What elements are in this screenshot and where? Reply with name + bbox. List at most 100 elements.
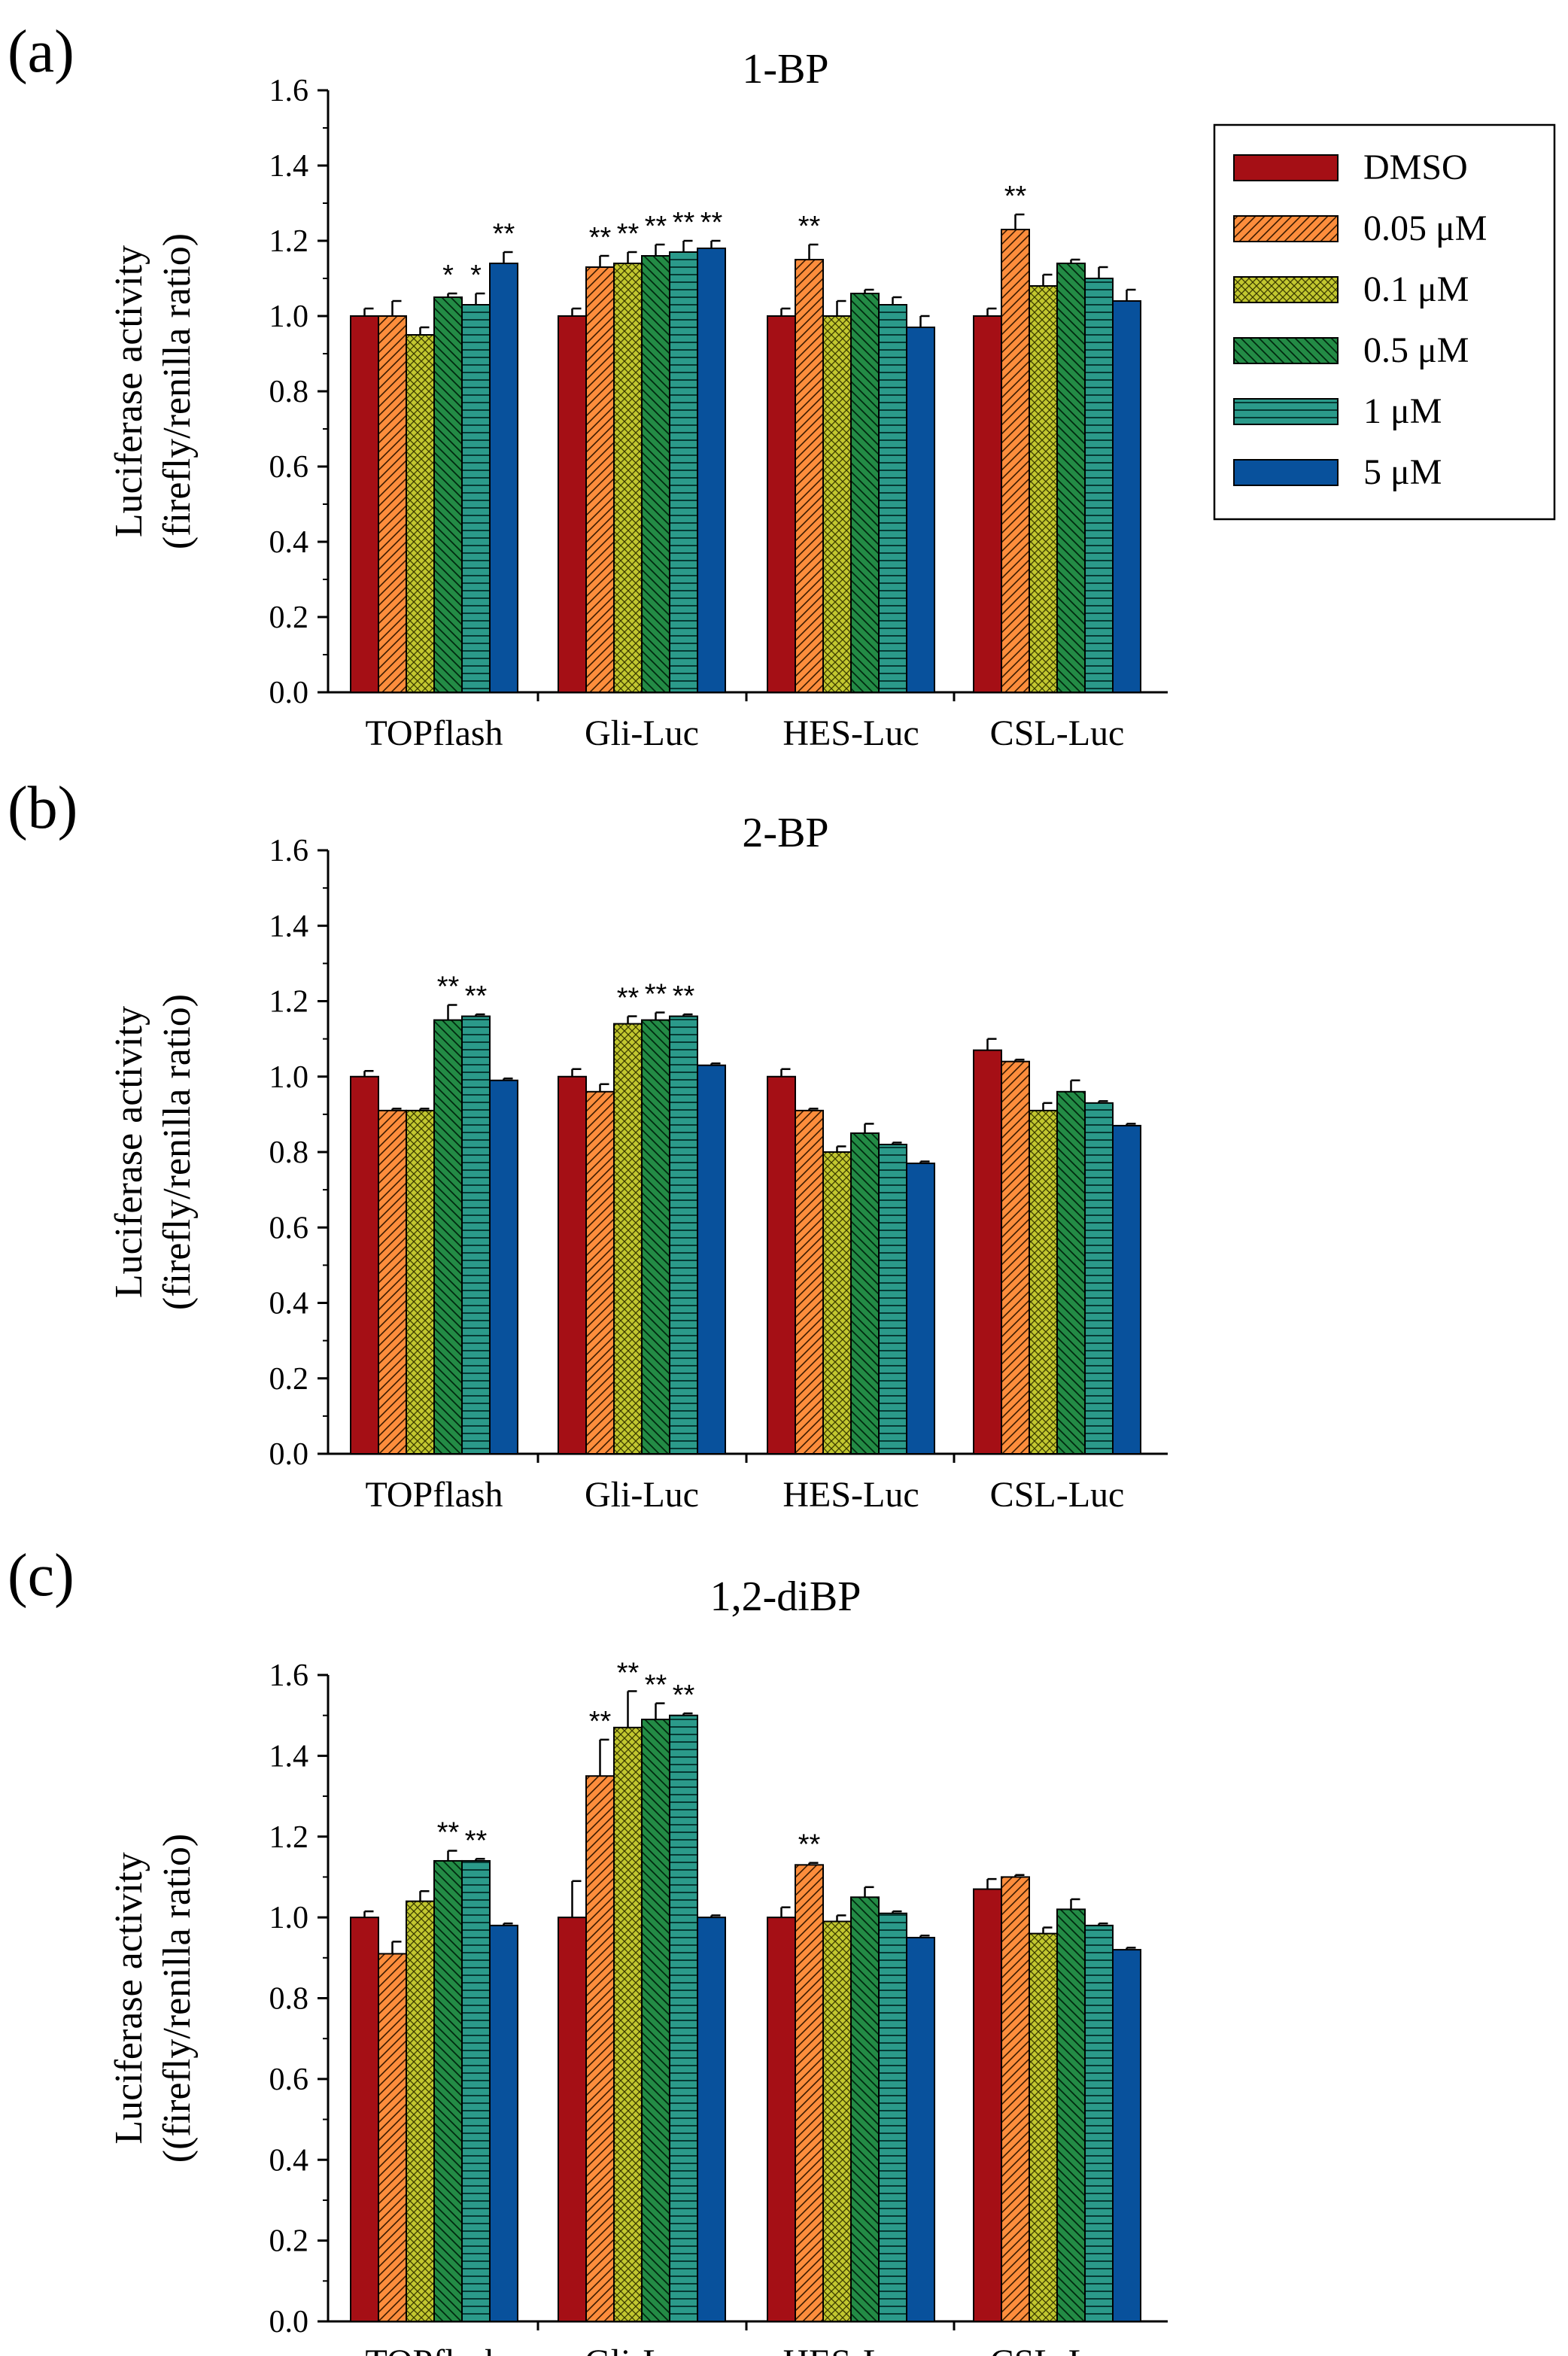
bar: [973, 1049, 1002, 1455]
bar: [1056, 1090, 1086, 1455]
bar: [795, 1109, 824, 1455]
bar: [973, 1888, 1002, 2322]
bar: [613, 1023, 643, 1455]
bar: [906, 1163, 935, 1455]
bar: [1029, 1932, 1058, 2323]
significance-label: **: [465, 1825, 488, 1856]
bar: [558, 315, 587, 693]
bar: [433, 296, 463, 693]
y-axis-label: Luciferase activity: [108, 1006, 150, 1298]
bar: [822, 315, 852, 693]
chart-title: 1-BP: [742, 46, 828, 93]
significance-label: *: [442, 260, 454, 291]
significance-label: **: [673, 980, 695, 1012]
y-tick-label: 1.2: [269, 1820, 309, 1855]
bar: [489, 1079, 518, 1455]
bar: [406, 334, 435, 693]
legend-swatch: [1233, 215, 1339, 242]
x-tick-label: HES-Luc: [782, 1475, 919, 1515]
bar: [613, 263, 643, 693]
bar: [1056, 1908, 1086, 2322]
legend-swatch: [1233, 337, 1339, 364]
y-tick-label: 0.2: [269, 1362, 309, 1397]
bar: [1056, 263, 1086, 693]
y-tick-label: 0.4: [269, 525, 309, 560]
bar: [697, 1917, 726, 2322]
legend-entry: 0.5 μM: [1363, 330, 1469, 370]
y-tick-label: 0.2: [269, 2224, 309, 2259]
x-tick-label: CSL-Luc: [990, 1475, 1125, 1515]
bar: [850, 293, 880, 693]
y-tick-label: 0.0: [269, 2305, 309, 2339]
y-tick-label: 0.0: [269, 1437, 309, 1472]
panel-label: (b): [8, 775, 77, 841]
significance-label: **: [437, 971, 460, 1003]
significance-label: **: [700, 207, 723, 239]
legend-entry: 1 μM: [1363, 391, 1442, 431]
y-tick-label: 0.8: [269, 375, 309, 409]
x-tick-label: Gli-Luc: [585, 2342, 699, 2356]
chart-title: 2-BP: [742, 810, 828, 856]
y-tick-label: 1.2: [269, 224, 309, 259]
significance-label: **: [645, 1670, 667, 1701]
x-tick-label: Gli-Luc: [585, 1475, 699, 1515]
significance-label: **: [465, 980, 488, 1012]
x-tick-label: CSL-Luc: [990, 713, 1125, 753]
significance-label: **: [589, 1706, 612, 1737]
significance-label: **: [798, 211, 821, 242]
legend-swatch: [1233, 154, 1339, 181]
y-axis-label: (firefly/renilla ratio): [156, 233, 199, 549]
significance-label: **: [493, 218, 515, 250]
y-tick-label: 0.6: [269, 450, 309, 485]
bar: [973, 315, 1002, 693]
bar: [558, 1917, 587, 2322]
bar: [433, 1019, 463, 1455]
y-tick-label: 1.4: [269, 149, 309, 184]
y-tick-label: 0.8: [269, 1135, 309, 1170]
bar: [1029, 1109, 1058, 1455]
legend-entry: 0.1 μM: [1363, 269, 1469, 309]
bar: [767, 1917, 796, 2322]
y-axis-label: Luciferase activity: [108, 1852, 150, 2144]
bar: [878, 1912, 907, 2323]
bar: [822, 1151, 852, 1455]
significance-label: **: [645, 211, 667, 242]
bar: [906, 327, 935, 693]
bar: [1001, 1060, 1030, 1455]
x-tick-label: HES-Luc: [782, 2342, 919, 2356]
y-tick-label: 0.2: [269, 600, 309, 635]
bar: [378, 1109, 407, 1455]
panel-label: (c): [8, 1543, 74, 1609]
bar: [878, 304, 907, 693]
bar: [878, 1143, 907, 1455]
legend-swatch: [1233, 276, 1339, 303]
bar: [850, 1896, 880, 2322]
legend-entry: 0.05 μM: [1363, 208, 1487, 248]
y-tick-label: 0.6: [269, 1211, 309, 1245]
bar: [1112, 300, 1141, 693]
y-axis-label: (firefly/renilla ratio): [156, 994, 199, 1310]
y-tick-label: 1.6: [269, 834, 309, 868]
y-tick-label: 0.4: [269, 1287, 309, 1321]
bar: [641, 1719, 670, 2322]
legend-entry: DMSO: [1363, 147, 1468, 187]
significance-label: **: [673, 207, 695, 239]
bar: [1084, 1102, 1114, 1455]
bar: [613, 1726, 643, 2322]
bar: [350, 1917, 379, 2322]
bar: [461, 1859, 491, 2322]
x-tick-label: CSL-Luc: [990, 2342, 1125, 2356]
panels: (a) 1-BP 0.0 0.2 0.4 0.6 0.8 1.0 1.2 1.4 1.6 Lucife…: [8, 19, 1168, 2356]
y-tick-label: 0.6: [269, 2063, 309, 2097]
bar: [1112, 1949, 1141, 2322]
legend-swatch: [1233, 459, 1339, 486]
y-tick-label: 1.0: [269, 1060, 309, 1095]
panel-b: (b) 2-BP 0.0 0.2 0.4 0.6 0.8 1.0 1.2 1.4 1.6 Lucife…: [8, 775, 1168, 1515]
y-tick-label: 1.0: [269, 1901, 309, 1935]
legend: DMSO 0.05 μM 0.1 μM 0.5 μM 1 μM 5 μM: [1213, 123, 1556, 521]
bar: [641, 1019, 670, 1455]
significance-label: *: [470, 260, 482, 291]
bar: [697, 248, 726, 693]
bar: [406, 1900, 435, 2322]
bar: [585, 266, 615, 693]
